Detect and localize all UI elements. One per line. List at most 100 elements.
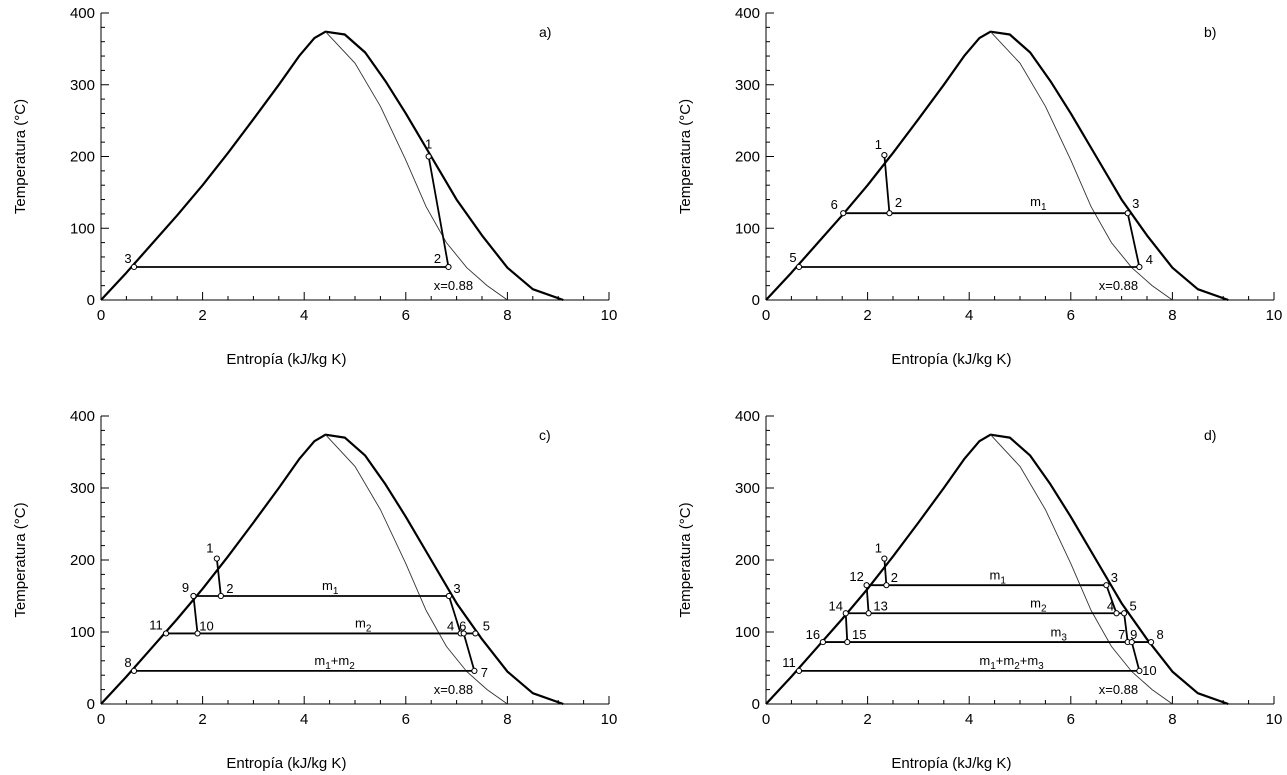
x-tick-label: 8	[1168, 711, 1176, 728]
quality-label: x=0.88	[434, 278, 473, 293]
state-label-2: 2	[891, 570, 898, 585]
y-tick-label: 200	[70, 552, 95, 569]
mass-flow-label: m1+m2	[314, 653, 355, 672]
state-label-16: 16	[806, 627, 820, 642]
x-tick-label: 2	[198, 711, 206, 728]
state-point-8	[1147, 638, 1155, 646]
x-tick-label: 10	[1266, 711, 1283, 728]
x-tick-label: 0	[762, 307, 770, 324]
process-line	[1130, 641, 1141, 672]
x-tick-label: 4	[300, 711, 308, 728]
state-label-10: 10	[199, 618, 213, 633]
x-tick-label: 2	[863, 307, 871, 324]
saturation-dome	[765, 30, 1229, 302]
x-tick-label: 8	[1168, 307, 1176, 324]
state-label-2: 2	[895, 195, 902, 210]
state-label-2: 2	[226, 581, 233, 596]
y-axis-title: Temperatura (°C)	[12, 99, 29, 214]
y-tick-label: 300	[70, 77, 95, 94]
state-point-12	[863, 582, 870, 589]
x-tick-label: 10	[1266, 307, 1283, 324]
process-line	[1123, 613, 1129, 643]
state-point-15	[844, 638, 851, 646]
x-axis-title: Entropía (kJ/kg K)	[891, 755, 1011, 772]
state-label-15: 15	[852, 627, 866, 642]
x-tick-label: 6	[1067, 711, 1075, 728]
mass-flow-label: m3	[1050, 624, 1067, 643]
x-tick-label: 4	[300, 307, 308, 324]
y-tick-label: 200	[70, 149, 95, 166]
process-line	[844, 613, 849, 643]
state-label-2: 2	[434, 251, 441, 266]
state-label-5: 5	[1130, 598, 1137, 613]
state-label-14: 14	[829, 598, 843, 613]
quality-curve	[990, 434, 1173, 705]
x-tick-label: 8	[503, 711, 511, 728]
state-point-2	[886, 210, 893, 217]
mass-flow-label: m1	[990, 567, 1007, 586]
y-tick-label: 400	[735, 5, 760, 22]
state-label-12: 12	[849, 569, 863, 584]
process-line	[215, 558, 222, 597]
state-point-9	[1128, 638, 1135, 646]
quality-curve	[325, 31, 508, 301]
state-point-3	[445, 592, 453, 600]
state-label-5: 5	[789, 250, 796, 265]
mass-flow-label: m2	[1030, 596, 1047, 615]
state-label-13: 13	[873, 598, 887, 613]
quality-curve	[325, 434, 508, 705]
state-point-6	[460, 630, 467, 637]
state-label-9: 9	[1130, 627, 1137, 642]
state-label-6: 6	[831, 197, 838, 212]
state-label-9: 9	[182, 580, 189, 595]
mass-flow-label: m1+m2+m3	[979, 653, 1044, 672]
panel-label: b)	[1204, 24, 1216, 40]
state-point-1	[425, 153, 432, 160]
y-tick-label: 400	[70, 5, 95, 22]
state-label-7: 7	[1118, 627, 1125, 642]
state-point-1	[213, 555, 220, 562]
state-point-14	[842, 610, 849, 617]
state-label-11: 11	[149, 617, 163, 632]
state-label-4: 4	[1107, 598, 1114, 613]
panel-label: d)	[1204, 427, 1216, 443]
y-tick-label: 100	[735, 624, 760, 641]
state-label-3: 3	[1111, 570, 1118, 585]
y-tick-label: 400	[70, 408, 95, 425]
x-tick-label: 2	[198, 307, 206, 324]
process-line	[883, 154, 891, 214]
process-line	[1126, 212, 1141, 268]
state-point-5	[472, 630, 479, 637]
process-line	[1105, 584, 1118, 614]
state-point-3	[1103, 582, 1110, 589]
state-point-1	[881, 151, 888, 159]
mass-flow-label: m2	[355, 616, 372, 635]
y-axis-title: Temperatura (°C)	[677, 99, 694, 214]
state-point-7	[471, 667, 478, 674]
quality-label: x=0.88	[1099, 682, 1138, 697]
y-tick-label: 300	[735, 77, 760, 94]
x-tick-label: 0	[97, 307, 105, 324]
state-point-6	[840, 210, 847, 217]
state-point-3	[1124, 210, 1131, 217]
state-point-1	[881, 555, 888, 562]
y-tick-label: 300	[735, 480, 760, 497]
state-point-5	[795, 263, 803, 271]
state-point-9	[190, 592, 197, 600]
x-tick-label: 10	[601, 307, 618, 324]
state-label-8: 8	[1156, 627, 1163, 642]
state-point-8	[130, 667, 138, 674]
panel-label: c)	[539, 427, 551, 443]
state-label-1: 1	[875, 137, 882, 152]
state-point-10	[1136, 667, 1143, 674]
y-tick-label: 100	[70, 624, 95, 641]
panel-label: a)	[539, 24, 551, 40]
state-point-16	[819, 638, 826, 646]
quality-label: x=0.88	[1099, 278, 1138, 293]
state-label-7: 7	[481, 665, 488, 680]
state-label-3: 3	[124, 251, 131, 266]
process-line	[448, 595, 462, 634]
